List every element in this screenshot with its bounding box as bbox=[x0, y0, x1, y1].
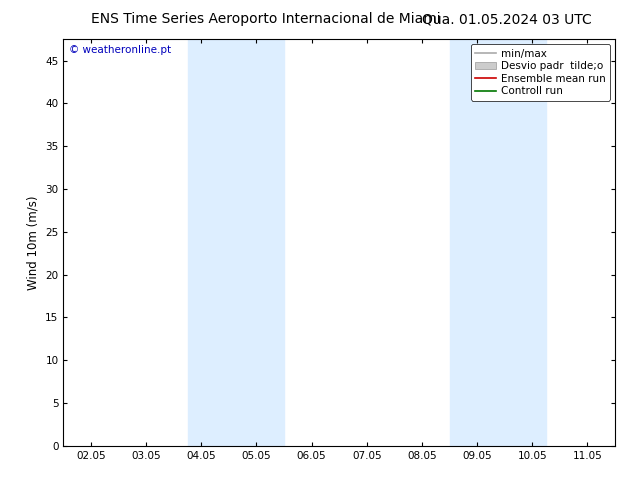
Text: © weatheronline.pt: © weatheronline.pt bbox=[69, 45, 171, 55]
Y-axis label: Wind 10m (m/s): Wind 10m (m/s) bbox=[27, 196, 40, 290]
Bar bbox=[188, 39, 284, 446]
Bar bbox=[450, 39, 546, 446]
Text: ENS Time Series Aeroporto Internacional de Miami: ENS Time Series Aeroporto Internacional … bbox=[91, 12, 441, 26]
Legend: min/max, Desvio padr  tilde;o, Ensemble mean run, Controll run: min/max, Desvio padr tilde;o, Ensemble m… bbox=[470, 45, 610, 100]
Text: Qua. 01.05.2024 03 UTC: Qua. 01.05.2024 03 UTC bbox=[422, 12, 592, 26]
